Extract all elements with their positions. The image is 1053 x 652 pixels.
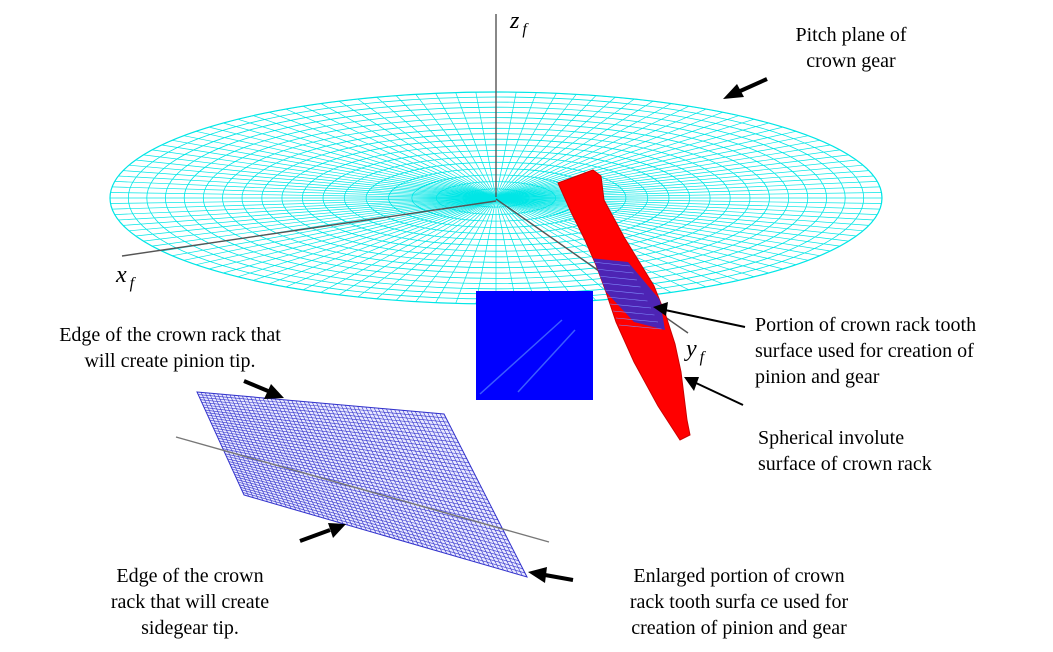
tooth-portion-patch <box>590 258 665 330</box>
edge-pinion-label: Edge of the crown rack that will create p… <box>59 324 281 372</box>
enlarged-portion-label: Enlarged portion of crown rack tooth surf… <box>629 565 849 639</box>
spherical-involute-label: Spherical involute surface of crown rack <box>758 427 932 475</box>
arrows <box>243 77 768 583</box>
edge-sidegear-label: Edge of the crown rack that will create si… <box>110 565 270 639</box>
blue-square <box>476 291 593 400</box>
pitch-plane-label: Pitch plane of crown gear <box>795 24 907 72</box>
x-axis-line <box>121 200 497 257</box>
spherical-involute-surface <box>557 169 691 441</box>
pitch-plane-mesh <box>109 91 883 305</box>
portion-used-label: Portion of crown rack tooth surface used … <box>755 314 977 388</box>
enlarged-mesh <box>175 391 550 578</box>
mesh-axis-line <box>175 436 550 543</box>
